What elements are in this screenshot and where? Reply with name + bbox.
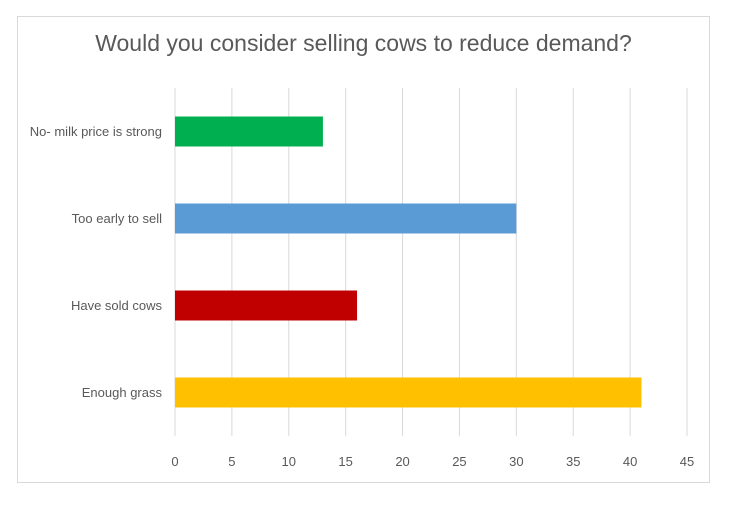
category-label-enough-grass: Enough grass — [82, 385, 163, 400]
bars — [175, 116, 642, 408]
x-tick-label-35: 35 — [566, 454, 580, 469]
category-label-have-sold-cows: Have sold cows — [71, 298, 163, 313]
x-tick-label-0: 0 — [171, 454, 178, 469]
category-label-too-early-to-sell: Too early to sell — [72, 211, 162, 226]
x-tick-label-30: 30 — [509, 454, 523, 469]
category-label-no-milk-price-is-strong: No- milk price is strong — [30, 124, 162, 139]
x-tick-label-10: 10 — [282, 454, 296, 469]
x-tick-label-20: 20 — [395, 454, 409, 469]
bar-have-sold-cows — [175, 290, 358, 321]
x-tick-label-45: 45 — [680, 454, 694, 469]
x-tick-labels: 0 5 10 15 20 25 30 35 40 45 — [171, 454, 694, 469]
category-labels: No- milk price is strong Too early to sel… — [30, 124, 163, 400]
x-tick-label-15: 15 — [338, 454, 352, 469]
x-tick-label-40: 40 — [623, 454, 637, 469]
x-tick-label-25: 25 — [452, 454, 466, 469]
chart-title: Would you consider selling cows to reduc… — [95, 30, 632, 56]
bar-too-early-to-sell — [175, 203, 517, 234]
bar-enough-grass — [175, 377, 642, 408]
x-tick-label-5: 5 — [228, 454, 235, 469]
bar-no-milk-price-is-strong — [175, 116, 323, 147]
